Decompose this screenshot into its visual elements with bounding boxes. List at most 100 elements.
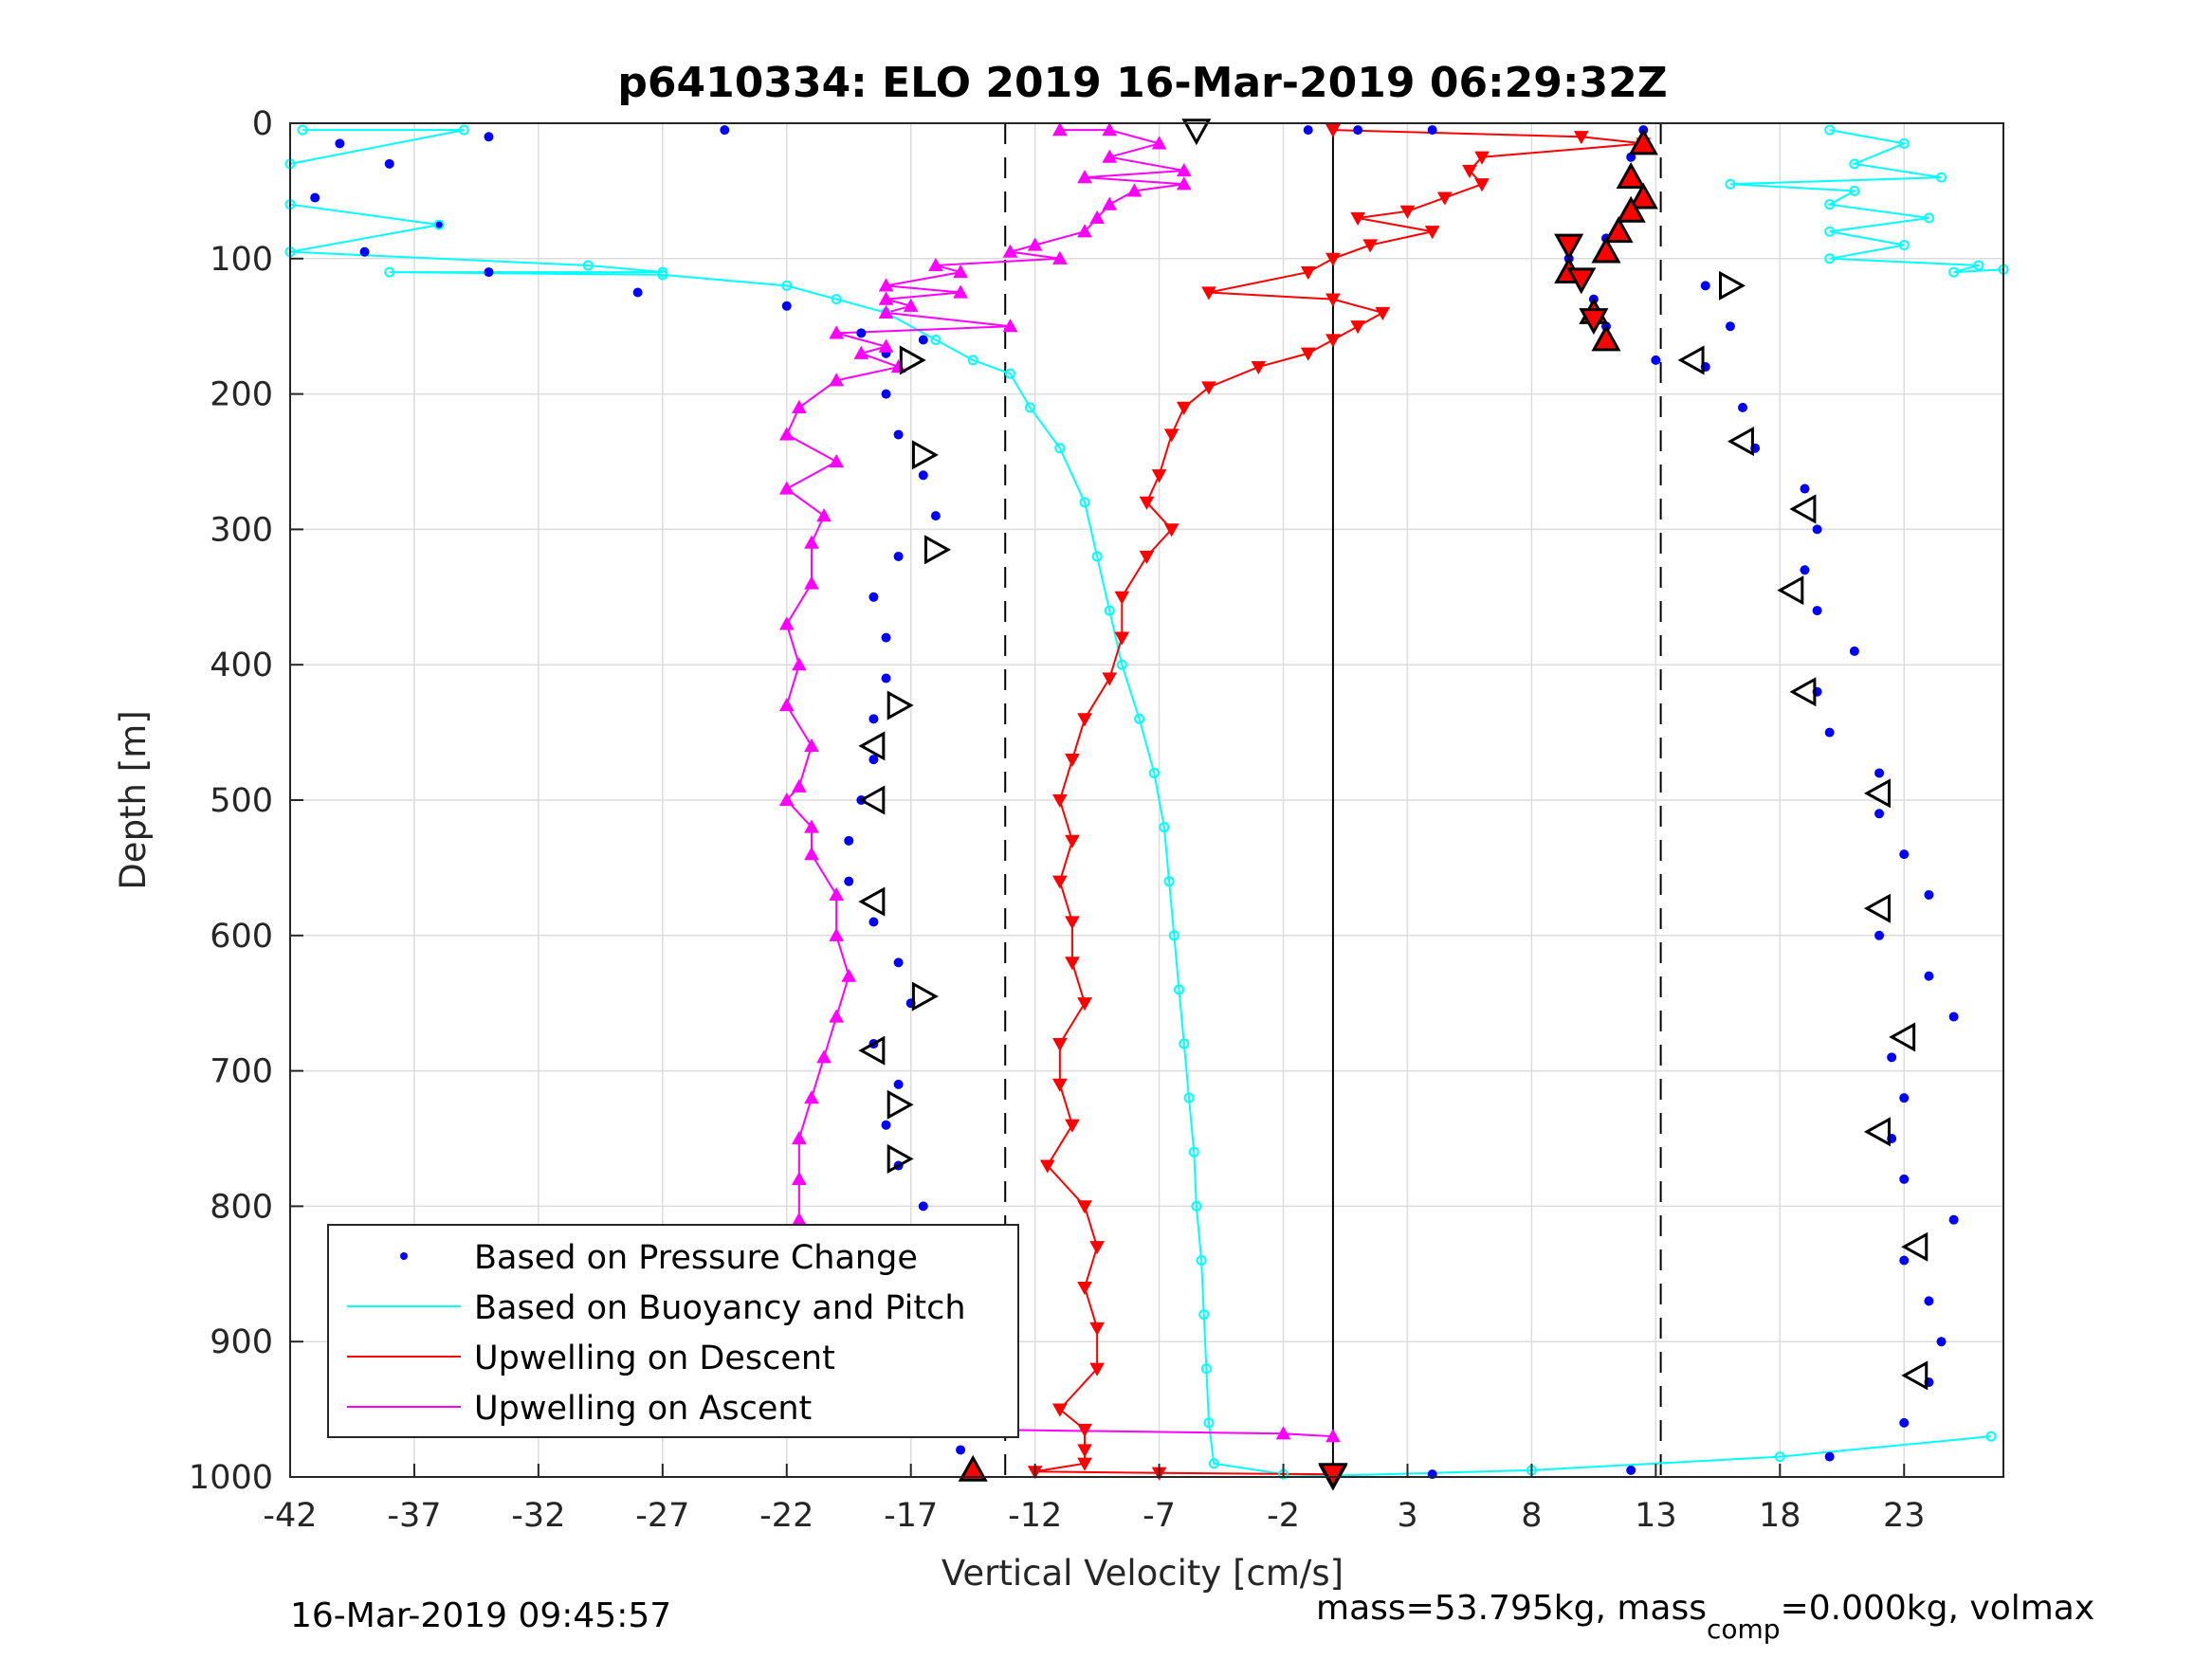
descent-point	[1102, 672, 1118, 686]
x-tick-label: -2	[1267, 1497, 1300, 1535]
x-tick-label: 8	[1521, 1497, 1542, 1535]
ascent-point	[1275, 1426, 1291, 1440]
descent-point	[1065, 957, 1080, 971]
pressure-point	[856, 328, 867, 338]
open-left-marker	[1889, 1022, 1916, 1052]
pressure-point	[1800, 565, 1810, 575]
descent-point	[1462, 164, 1477, 179]
pressure-point	[1800, 483, 1810, 494]
open-right-marker	[899, 345, 926, 375]
buoyancy-point	[1159, 822, 1170, 833]
buoyancy-point	[1191, 1200, 1202, 1212]
pressure-point	[632, 287, 643, 298]
descent-point	[1114, 591, 1130, 605]
descent-point	[1424, 226, 1440, 240]
y-tick-label: 700	[210, 1053, 273, 1091]
buoyancy-point	[1898, 240, 1910, 251]
descent-point	[1474, 151, 1490, 165]
descent-point	[1089, 1322, 1105, 1336]
pressure-point	[868, 755, 879, 765]
ascent-point	[1051, 122, 1068, 137]
x-axis-label: Vertical Velocity [cm/s]	[941, 1553, 1344, 1594]
open-left-marker	[1777, 575, 1804, 606]
pressure-point	[1700, 281, 1710, 291]
ascent-point	[853, 345, 869, 359]
pressure-point	[434, 220, 445, 230]
descent-point	[1077, 1457, 1092, 1471]
ascent-point	[792, 657, 807, 671]
buoyancy-point	[967, 355, 978, 366]
y-tick-label: 800	[210, 1188, 273, 1226]
descent-point	[1474, 178, 1490, 192]
filled-up-marker	[1628, 128, 1658, 155]
pressure-point	[1924, 889, 1934, 900]
ascent-point	[778, 481, 795, 495]
filled-down-marker	[1554, 233, 1584, 261]
pressure-point	[1948, 1012, 1959, 1022]
descent-point	[1077, 1281, 1092, 1296]
buoyancy-point	[1973, 260, 1984, 271]
ascent-point	[778, 792, 795, 807]
pressure-point	[1899, 849, 1910, 860]
ascent-point	[1102, 149, 1118, 163]
descent-point	[1089, 1362, 1105, 1376]
descent-point	[1065, 754, 1080, 768]
pressure-point	[1874, 768, 1885, 778]
legend-swatch-pressure	[400, 1252, 408, 1260]
descent-point	[1573, 131, 1589, 145]
buoyancy-point	[1163, 876, 1175, 887]
descent-point	[1139, 496, 1155, 510]
pressure-point	[918, 335, 928, 345]
ascent-point	[878, 291, 894, 305]
x-tick-label: -7	[1143, 1497, 1176, 1535]
x-tick-label: -12	[1008, 1497, 1062, 1535]
buoyancy-point	[1116, 659, 1127, 670]
buoyancy-point	[297, 124, 308, 136]
descent-point	[1300, 347, 1316, 361]
buoyancy-point	[1134, 713, 1145, 724]
pressure-point	[893, 429, 904, 440]
ascent-point	[1027, 237, 1043, 251]
buoyancy-point	[1198, 1309, 1210, 1321]
descent-point	[1039, 1159, 1055, 1174]
buoyancy-point	[1208, 1458, 1219, 1469]
buoyancy-point	[1898, 137, 1910, 149]
ascent-point	[1077, 170, 1092, 184]
filled-up-marker	[1591, 236, 1621, 264]
open-down-marker	[1181, 118, 1212, 146]
open-right-marker	[1719, 270, 1746, 301]
descent-point	[1163, 523, 1179, 538]
buoyancy-point	[458, 124, 469, 136]
open-left-marker	[1789, 494, 1817, 524]
buoyancy-point	[1824, 124, 1836, 136]
pressure-point	[1427, 125, 1437, 136]
pressure-point	[1936, 1337, 1947, 1347]
pressure-point	[918, 1201, 928, 1212]
ascent-point	[778, 616, 795, 630]
open-left-marker	[1863, 778, 1891, 809]
buoyancy-point	[1179, 1038, 1190, 1049]
ascent-point	[928, 257, 943, 272]
buoyancy-point	[1024, 402, 1035, 413]
ascent-point	[804, 738, 819, 752]
ascent-point	[841, 968, 857, 982]
ascent-point	[878, 338, 894, 353]
ascent-point	[804, 575, 819, 590]
pressure-point	[1924, 971, 1934, 981]
pressure-point	[1899, 1417, 1910, 1428]
descent-point	[1077, 1200, 1092, 1214]
x-tick-label: -22	[759, 1497, 814, 1535]
ascent-point	[1102, 196, 1118, 210]
open-left-marker	[1901, 1360, 1929, 1391]
open-right-marker	[923, 535, 951, 565]
pressure-point	[1948, 1214, 1959, 1225]
descent-point	[1325, 293, 1341, 307]
descent-point	[1051, 1403, 1068, 1417]
descent-point	[1051, 1037, 1068, 1052]
pressure-point	[1738, 402, 1748, 412]
pressure-point	[1353, 125, 1363, 136]
pressure-point	[930, 511, 941, 521]
footer-mass: mass=53.795kg, masscomp=0.000kg, volmax	[1316, 1589, 2094, 1645]
footer-mass-text: mass=53.795kg, mass	[1316, 1589, 1707, 1628]
